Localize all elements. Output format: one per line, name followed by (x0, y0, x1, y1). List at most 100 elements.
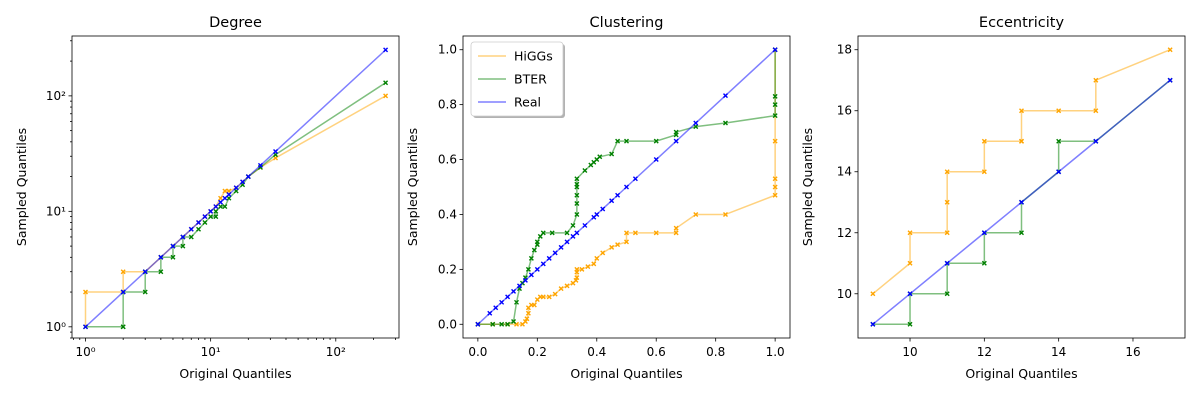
eccentricity-higgs-point (944, 169, 950, 175)
degree-higgs-point (83, 289, 88, 295)
degree-bter-point (383, 80, 389, 86)
clustering-legend-label-real: Real (514, 95, 541, 110)
clustering-higgs-point (772, 138, 778, 144)
degree-panel: Degree Original Quantiles Sampled Quanti… (14, 15, 400, 381)
eccentricity-real-line (872, 79, 1171, 325)
degree-axes-frame (71, 35, 400, 339)
clustering-higgs-point (579, 266, 585, 272)
clustering-higgs-point (522, 319, 528, 325)
clustering-real-point (487, 310, 493, 316)
degree-higgs-point (120, 269, 126, 275)
degree-y-tick-label: 10¹ (46, 204, 66, 218)
eccentricity-real-point (981, 230, 987, 236)
clustering-y-tick-label: 0.0 (438, 317, 457, 331)
degree-bter-point (226, 195, 232, 201)
eccentricity-x-tick-label: 12 (977, 345, 992, 359)
eccentricity-higgs-point (944, 230, 950, 236)
clustering-legend-label-higgs: HiGGs (514, 49, 553, 64)
clustering-bter-point (722, 120, 728, 126)
eccentricity-y-tick-label: 10 (837, 287, 852, 301)
clustering-higgs-point (524, 316, 530, 322)
degree-bter-point (222, 204, 228, 210)
clustering-x-tick-label: 0.8 (706, 345, 725, 359)
clustering-higgs-point (525, 310, 531, 316)
clustering-bter-point (549, 230, 555, 236)
clustering-real-point (772, 47, 778, 53)
clustering-higgs-point (574, 275, 580, 281)
degree-x-tick-label: 10¹ (201, 345, 221, 359)
clustering-bter-point (505, 321, 511, 327)
clustering-bter-point (574, 211, 580, 217)
clustering-x-tick-label: 0.6 (647, 345, 666, 359)
eccentricity-y-tick-label: 18 (837, 43, 852, 57)
clustering-bter-point (511, 319, 517, 325)
degree-x-tick-label: 10⁰ (75, 345, 95, 359)
eccentricity-bter-point (907, 321, 913, 327)
clustering-bter-point (673, 129, 679, 135)
clustering-ylabel: Sampled Quantiles (405, 128, 420, 246)
clustering-real-point (564, 239, 570, 245)
clustering-x-tick-label: 1.0 (766, 345, 785, 359)
clustering-bter-point (582, 168, 588, 174)
clustering-bter-point (772, 113, 778, 119)
clustering-bter-point (574, 181, 580, 187)
degree-real-point (222, 195, 228, 201)
clustering-bter-point (653, 138, 659, 144)
clustering-bter-point (534, 239, 540, 245)
eccentricity-xlabel: Original Quantiles (965, 366, 1077, 381)
clustering-y-tick-label: 0.4 (438, 207, 457, 221)
clustering-real-point (653, 157, 659, 163)
eccentricity-real-point (1093, 138, 1099, 144)
clustering-higgs-point (615, 242, 621, 248)
eccentricity-higgs-point (1019, 108, 1024, 114)
eccentricity-higgs-point (944, 199, 950, 205)
eccentricity-title: Eccentricity (979, 15, 1065, 31)
clustering-higgs-point (632, 230, 638, 236)
clustering-higgs-point (552, 291, 558, 297)
degree-real-point (202, 214, 208, 220)
clustering-bter-point (609, 151, 615, 157)
eccentricity-x-tick-label: 14 (1051, 345, 1066, 359)
eccentricity-higgs-point (870, 291, 876, 297)
clustering-real-point (722, 93, 728, 99)
clustering-real-point (558, 244, 564, 250)
degree-real-point (208, 208, 214, 214)
clustering-bter-point (499, 321, 505, 327)
clustering-real-point (673, 138, 679, 144)
clustering-higgs-point (540, 294, 546, 300)
degree-real-point (218, 199, 224, 205)
degree-real-point (245, 174, 251, 180)
degree-real-point (180, 234, 186, 240)
clustering-real-point (574, 230, 580, 236)
degree-real-point (213, 204, 219, 210)
clustering-higgs-point (600, 250, 606, 256)
clustering-title: Clustering (590, 15, 664, 31)
eccentricity-higgs-point (1167, 47, 1173, 53)
eccentricity-y-tick-label: 16 (837, 104, 852, 118)
clustering-bter-point (528, 255, 534, 261)
clustering-real-point (632, 176, 638, 182)
degree-real-point (83, 324, 88, 330)
degree-real-point (120, 289, 126, 295)
degree-real-point (170, 243, 176, 249)
eccentricity-real-point (1056, 169, 1062, 175)
clustering-higgs-point (772, 176, 778, 182)
clustering-legend-box (470, 41, 564, 117)
degree-higgs-point (218, 195, 224, 201)
degree-real-point (257, 162, 263, 168)
degree-bter-point (218, 204, 224, 210)
clustering-higgs-point (591, 261, 597, 267)
clustering-bter-point (514, 299, 520, 305)
clustering-real-point (475, 321, 481, 327)
degree-bter-point (213, 208, 219, 214)
clustering-bter-point (525, 266, 531, 272)
clustering-y-tick-label: 0.6 (438, 153, 457, 167)
eccentricity-real-point (1019, 199, 1024, 205)
clustering-bter-point (570, 222, 576, 228)
clustering-higgs-point (673, 230, 679, 236)
eccentricity-bter-point (981, 260, 987, 266)
degree-title: Degree (209, 15, 262, 31)
degree-y-tick-label: 10² (46, 89, 66, 103)
degree-bter-point (120, 324, 126, 330)
